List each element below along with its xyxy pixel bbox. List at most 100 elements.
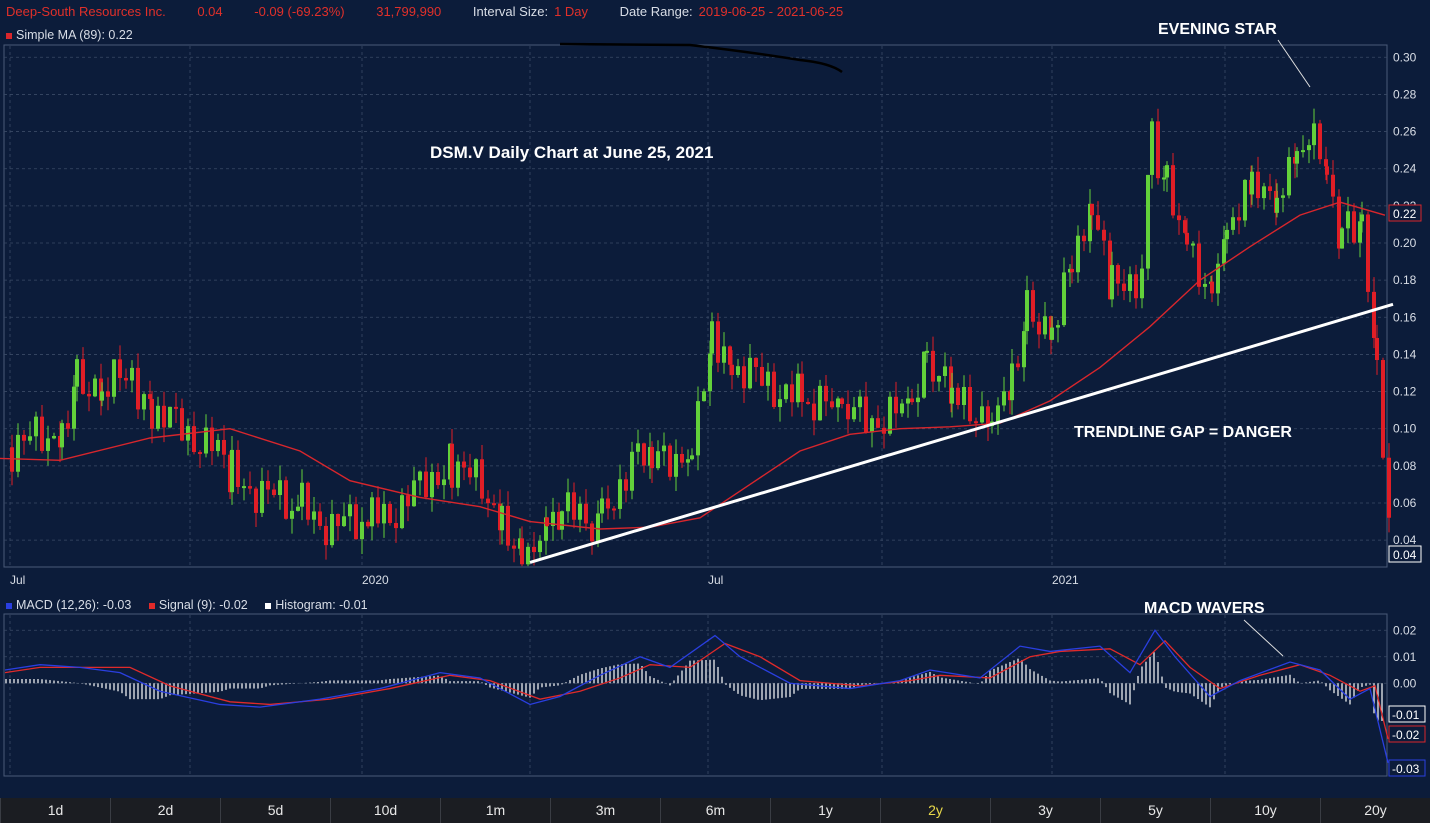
signal-tag: -0.02 <box>1392 728 1420 742</box>
candle-body <box>557 511 561 530</box>
macd-tag: -0.03 <box>1392 762 1420 776</box>
price-tick-label: 0.06 <box>1393 496 1417 510</box>
timeframe-6m[interactable]: 6m <box>660 798 770 823</box>
candle-body <box>1346 211 1350 229</box>
timeframe-5d[interactable]: 5d <box>220 798 330 823</box>
timeframe-10y[interactable]: 10y <box>1210 798 1320 823</box>
candle-body <box>710 321 714 354</box>
timeframe-1m[interactable]: 1m <box>440 798 550 823</box>
candle-body <box>846 403 850 420</box>
hist-legend-text: Histogram: -0.01 <box>275 598 368 612</box>
candle-body <box>1102 229 1106 241</box>
candle-body <box>1360 214 1364 222</box>
candle-body <box>60 423 64 448</box>
signal-legend-swatch <box>148 602 155 609</box>
candle-body <box>1287 157 1291 196</box>
candle-body <box>192 426 196 453</box>
evening-star-annotation: EVENING STAR <box>1158 21 1277 38</box>
candle-body <box>962 386 966 406</box>
timeframe-20y[interactable]: 20y <box>1320 798 1430 823</box>
candle-body <box>1010 363 1014 401</box>
candle-body <box>1177 215 1181 221</box>
candle-body <box>72 386 76 429</box>
macd-wavers-annotation: MACD WAVERS <box>1144 600 1265 617</box>
candle-body <box>916 397 920 403</box>
timeframe-10d[interactable]: 10d <box>330 798 440 823</box>
ma-price-tag-box <box>1388 204 1422 222</box>
macd-layer <box>4 629 1389 763</box>
candle-body <box>1128 274 1132 291</box>
candle-body <box>1307 145 1311 151</box>
evening-star-pointer <box>1277 39 1311 88</box>
candle-body <box>1262 186 1266 199</box>
candle-body <box>180 408 184 441</box>
candle-body <box>150 398 154 429</box>
timeframe-3m[interactable]: 3m <box>550 798 660 823</box>
candle-body <box>1050 327 1054 340</box>
candle-body <box>370 497 374 527</box>
timeframe-2d[interactable]: 2d <box>110 798 220 823</box>
candle-body <box>1090 203 1094 216</box>
candle-body <box>174 406 178 409</box>
candle-body <box>578 503 582 520</box>
candle-body <box>100 391 104 401</box>
candle-body <box>686 459 690 463</box>
price-tick-label: 0.24 <box>1393 162 1417 176</box>
candle-body <box>22 434 26 441</box>
candle-body <box>806 401 810 404</box>
candle-body <box>728 346 732 365</box>
candle-body <box>906 398 910 404</box>
candle-body <box>312 511 316 520</box>
candle-body <box>236 449 240 487</box>
candle-body <box>864 396 868 433</box>
candle-body <box>656 451 660 469</box>
candle-body <box>544 517 548 541</box>
candle-body <box>590 523 594 542</box>
candle-body <box>1171 165 1175 216</box>
candle-body <box>278 480 282 496</box>
price-tick-label: 0.26 <box>1393 125 1417 139</box>
candle-body <box>1165 165 1169 178</box>
candle-body <box>216 439 220 452</box>
candle-body <box>572 492 576 520</box>
timeframe-5y[interactable]: 5y <box>1100 798 1210 823</box>
candle-body <box>254 488 258 513</box>
candle-body <box>1281 195 1285 198</box>
candle-body <box>876 418 880 428</box>
candle-body <box>1140 268 1144 299</box>
candle-body <box>210 427 214 452</box>
candle-body <box>1070 268 1074 273</box>
candle-body <box>456 461 460 488</box>
candle-body <box>790 384 794 403</box>
candle-body <box>642 443 646 466</box>
candle-body <box>526 546 530 565</box>
candle-body <box>584 503 588 524</box>
candle-body <box>506 505 510 546</box>
timeframe-3y[interactable]: 3y <box>990 798 1100 823</box>
candle-body <box>1372 291 1376 338</box>
macd-line <box>4 629 1389 763</box>
candle-body <box>1096 215 1100 230</box>
candle-body <box>1324 159 1328 167</box>
candle-body <box>318 511 322 526</box>
signal-tag-box <box>1388 725 1426 743</box>
candle-body <box>1222 239 1226 264</box>
candle-body <box>754 357 758 367</box>
last-price-tag: 0.04 <box>1393 548 1417 562</box>
timeframe-2y[interactable]: 2y <box>880 798 990 823</box>
timeframe-1y[interactable]: 1y <box>770 798 880 823</box>
hist-tag: -0.01 <box>1392 708 1420 722</box>
price-tick-label: 0.20 <box>1393 236 1417 250</box>
candle-body <box>858 396 862 408</box>
candle-body <box>342 516 346 527</box>
macd-legend-text: MACD (12,26): -0.03 <box>16 598 132 612</box>
candle-body <box>1358 221 1362 243</box>
candle-body <box>650 447 654 469</box>
hist-legend-swatch <box>265 602 272 609</box>
candle-body <box>1056 325 1060 328</box>
timeframe-1d[interactable]: 1d <box>0 798 110 823</box>
macd-axis-labels: 0.02 0.01 0.00 <box>1393 623 1417 690</box>
candle-body <box>690 455 694 460</box>
price-grid <box>4 46 1387 567</box>
macd-tick-label: 0.01 <box>1393 650 1417 664</box>
